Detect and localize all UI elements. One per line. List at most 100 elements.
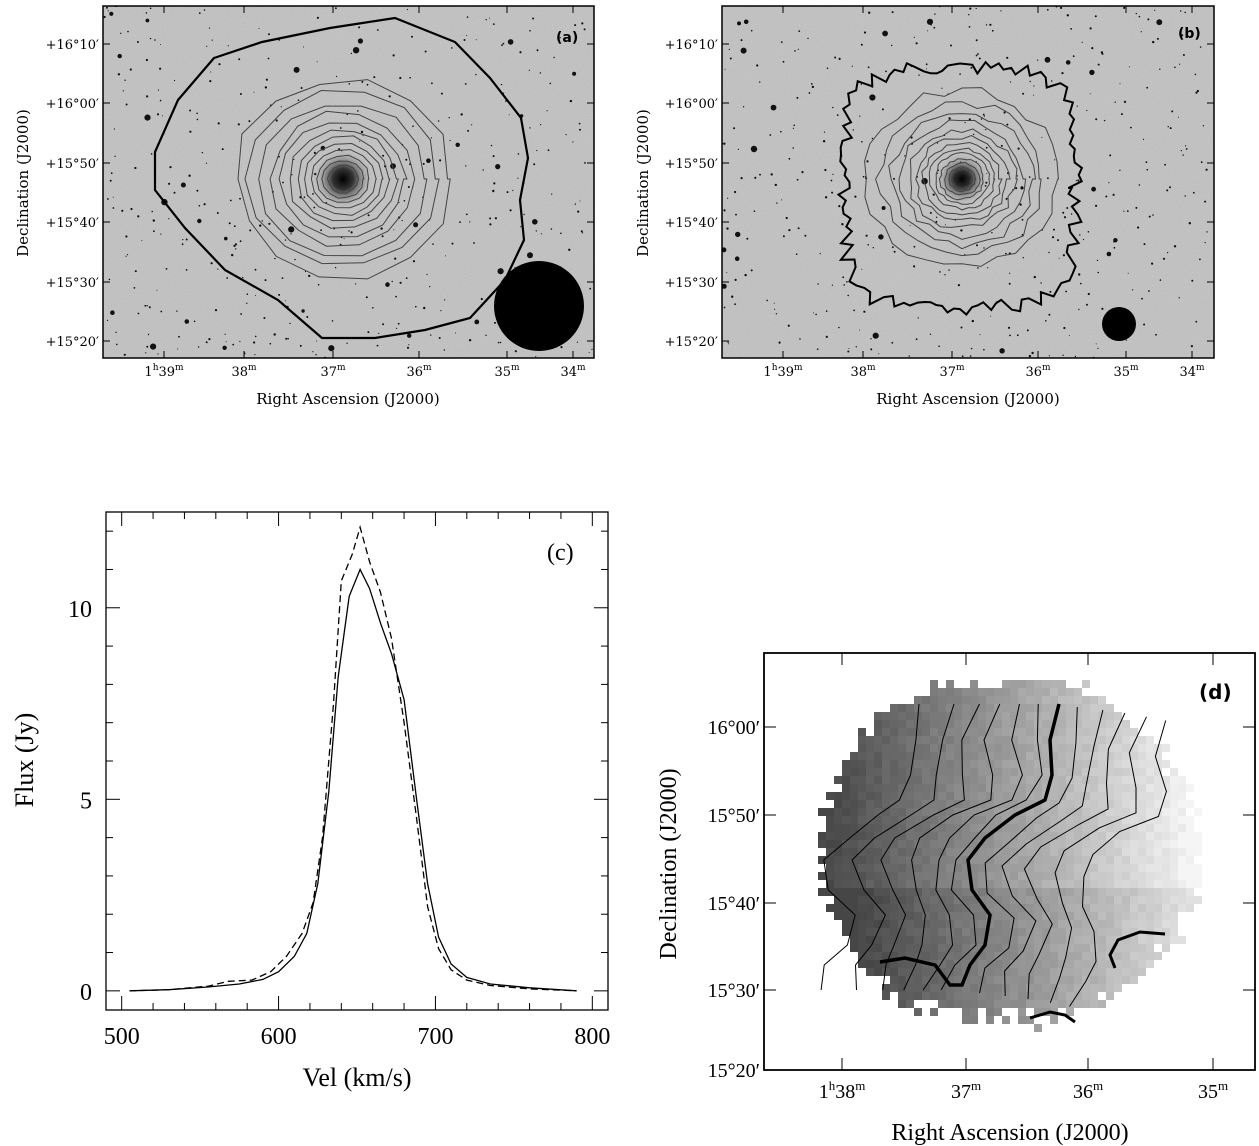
- velocity-pixel: [1138, 752, 1146, 760]
- velocity-pixel: [906, 768, 914, 776]
- star: [148, 306, 151, 309]
- velocity-pixel: [970, 696, 978, 704]
- velocity-pixel: [818, 832, 826, 840]
- velocity-pixel: [1066, 792, 1074, 800]
- velocity-pixel: [858, 896, 866, 904]
- velocity-pixel: [938, 816, 946, 824]
- star: [334, 267, 337, 269]
- velocity-pixel: [938, 728, 946, 736]
- velocity-pixel: [1138, 968, 1146, 976]
- velocity-pixel: [954, 888, 962, 896]
- velocity-pixel: [1162, 872, 1170, 880]
- velocity-pixel: [1138, 880, 1146, 888]
- velocity-pixel: [826, 856, 834, 864]
- velocity-pixel: [1098, 1000, 1106, 1008]
- velocity-pixel: [850, 800, 858, 808]
- star: [430, 334, 432, 336]
- star: [885, 70, 887, 73]
- velocity-pixel: [906, 760, 914, 768]
- velocity-pixel: [882, 896, 890, 904]
- star: [1196, 89, 1199, 93]
- velocity-pixel: [1050, 768, 1058, 776]
- velocity-pixel: [1138, 944, 1146, 952]
- star: [813, 312, 814, 314]
- star: [469, 221, 471, 223]
- velocity-pixel: [1050, 1016, 1058, 1024]
- velocity-contour: [979, 706, 1078, 994]
- velocity-pixel: [1042, 728, 1050, 736]
- velocity-pixel: [1018, 976, 1026, 984]
- star: [193, 320, 196, 323]
- star: [1074, 355, 1077, 358]
- velocity-pixel: [890, 832, 898, 840]
- velocity-pixel: [1098, 760, 1106, 768]
- velocity-pixel: [1162, 928, 1170, 936]
- velocity-pixel: [962, 1008, 970, 1016]
- velocity-pixel: [1034, 920, 1042, 928]
- velocity-pixel: [970, 720, 978, 728]
- velocity-pixel: [874, 936, 882, 944]
- velocity-pixel: [1066, 1008, 1074, 1016]
- star: [300, 87, 303, 89]
- star: [455, 142, 460, 147]
- velocity-pixel: [1194, 872, 1202, 880]
- velocity-pixel: [1002, 1000, 1010, 1008]
- velocity-pixel: [1090, 848, 1098, 856]
- velocity-pixel: [898, 928, 906, 936]
- velocity-pixel: [1066, 720, 1074, 728]
- velocity-pixel: [1082, 712, 1090, 720]
- star: [444, 299, 446, 301]
- velocity-pixel: [1074, 856, 1082, 864]
- velocity-pixel: [994, 688, 1002, 696]
- star: [465, 165, 467, 167]
- velocity-pixel: [1082, 792, 1090, 800]
- velocity-pixel: [1146, 944, 1154, 952]
- velocity-pixel: [946, 808, 954, 816]
- velocity-pixel: [994, 960, 1002, 968]
- star: [185, 269, 188, 271]
- star: [553, 56, 555, 59]
- star: [159, 99, 162, 102]
- velocity-pixel: [1010, 840, 1018, 848]
- velocity-pixel: [1098, 984, 1106, 992]
- velocity-pixel: [906, 992, 914, 1000]
- star: [1142, 138, 1145, 140]
- velocity-pixel: [994, 896, 1002, 904]
- panel-d-contours: [820, 703, 1167, 1007]
- velocity-pixel: [866, 936, 874, 944]
- velocity-pixel: [874, 888, 882, 896]
- star: [1091, 47, 1094, 50]
- velocity-pixel: [1058, 704, 1066, 712]
- velocity-pixel: [874, 712, 882, 720]
- velocity-pixel: [1018, 952, 1026, 960]
- star: [517, 177, 519, 179]
- velocity-pixel: [1154, 808, 1162, 816]
- velocity-pixel: [962, 696, 970, 704]
- velocity-pixel: [1026, 800, 1034, 808]
- velocity-pixel: [1130, 792, 1138, 800]
- velocity-pixel: [994, 872, 1002, 880]
- velocity-pixel: [1114, 784, 1122, 792]
- velocity-pixel: [858, 832, 866, 840]
- velocity-pixel: [1106, 832, 1114, 840]
- velocity-pixel: [834, 808, 842, 816]
- velocity-pixel: [858, 928, 866, 936]
- velocity-pixel: [1114, 712, 1122, 720]
- star: [891, 44, 893, 47]
- star: [264, 86, 268, 89]
- star: [152, 219, 155, 222]
- velocity-pixel: [1082, 768, 1090, 776]
- velocity-pixel: [1082, 856, 1090, 864]
- star: [205, 341, 208, 344]
- velocity-pixel: [1162, 864, 1170, 872]
- star: [146, 305, 148, 307]
- velocity-pixel: [946, 688, 954, 696]
- panel-d-frame: [763, 652, 1256, 1071]
- velocity-pixel: [1034, 824, 1042, 832]
- ytick-label: 15°20′: [708, 1060, 760, 1082]
- velocity-pixel: [858, 744, 866, 752]
- velocity-pixel: [906, 872, 914, 880]
- velocity-pixel: [1178, 856, 1186, 864]
- star: [934, 13, 936, 15]
- velocity-pixel: [970, 960, 978, 968]
